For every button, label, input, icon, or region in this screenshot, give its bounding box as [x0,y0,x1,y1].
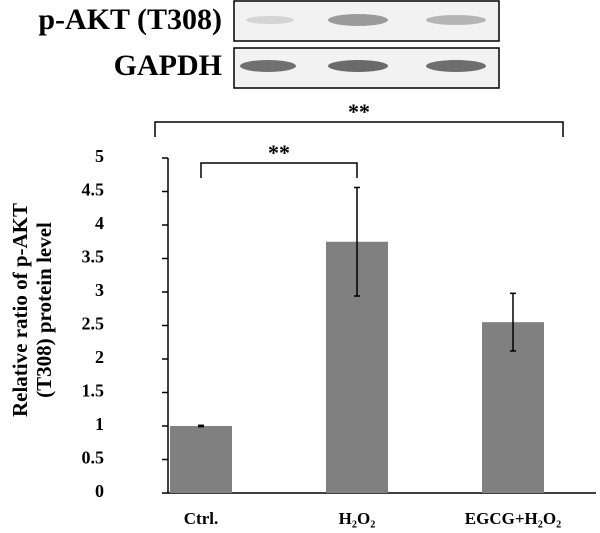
x-tick-label: Ctrl. [184,509,218,528]
y-tick-label: 3 [95,280,104,300]
blot-label: p-AKT (T308) [38,3,222,36]
significance-bracket [200,162,358,178]
y-axis-title-line: Relative ratio of p-AKT [8,203,32,417]
significance-bracket [154,121,564,137]
y-tick-label: 2.5 [82,314,105,334]
blot-label: GAPDH [114,49,222,82]
y-tick-label: 4.5 [82,180,105,200]
y-axis-title-line: (T308) protein level [32,222,56,398]
y-tick-label: 0 [95,481,104,501]
bar [170,426,232,493]
significance-label: ** [348,99,370,124]
error-bar [510,292,516,352]
y-tick-label: 5 [95,146,104,166]
y-tick-label: 2 [95,347,104,367]
significance-label: ** [268,140,290,165]
y-tick-label: 1 [95,414,104,434]
blot-image [233,0,500,89]
y-tick-label: 4 [95,213,104,233]
y-tick-label: 0.5 [82,448,105,468]
error-bar [198,424,204,428]
x-tick-label: H₂O₂ [339,509,376,528]
error-bar [354,186,360,297]
y-tick-label: 1.5 [82,381,105,401]
y-tick-label: 3.5 [82,247,105,267]
y-axis-title: Relative ratio of p-AKT (T308) protein l… [8,203,56,417]
x-tick-label: EGCG+H₂O₂ [465,509,561,528]
